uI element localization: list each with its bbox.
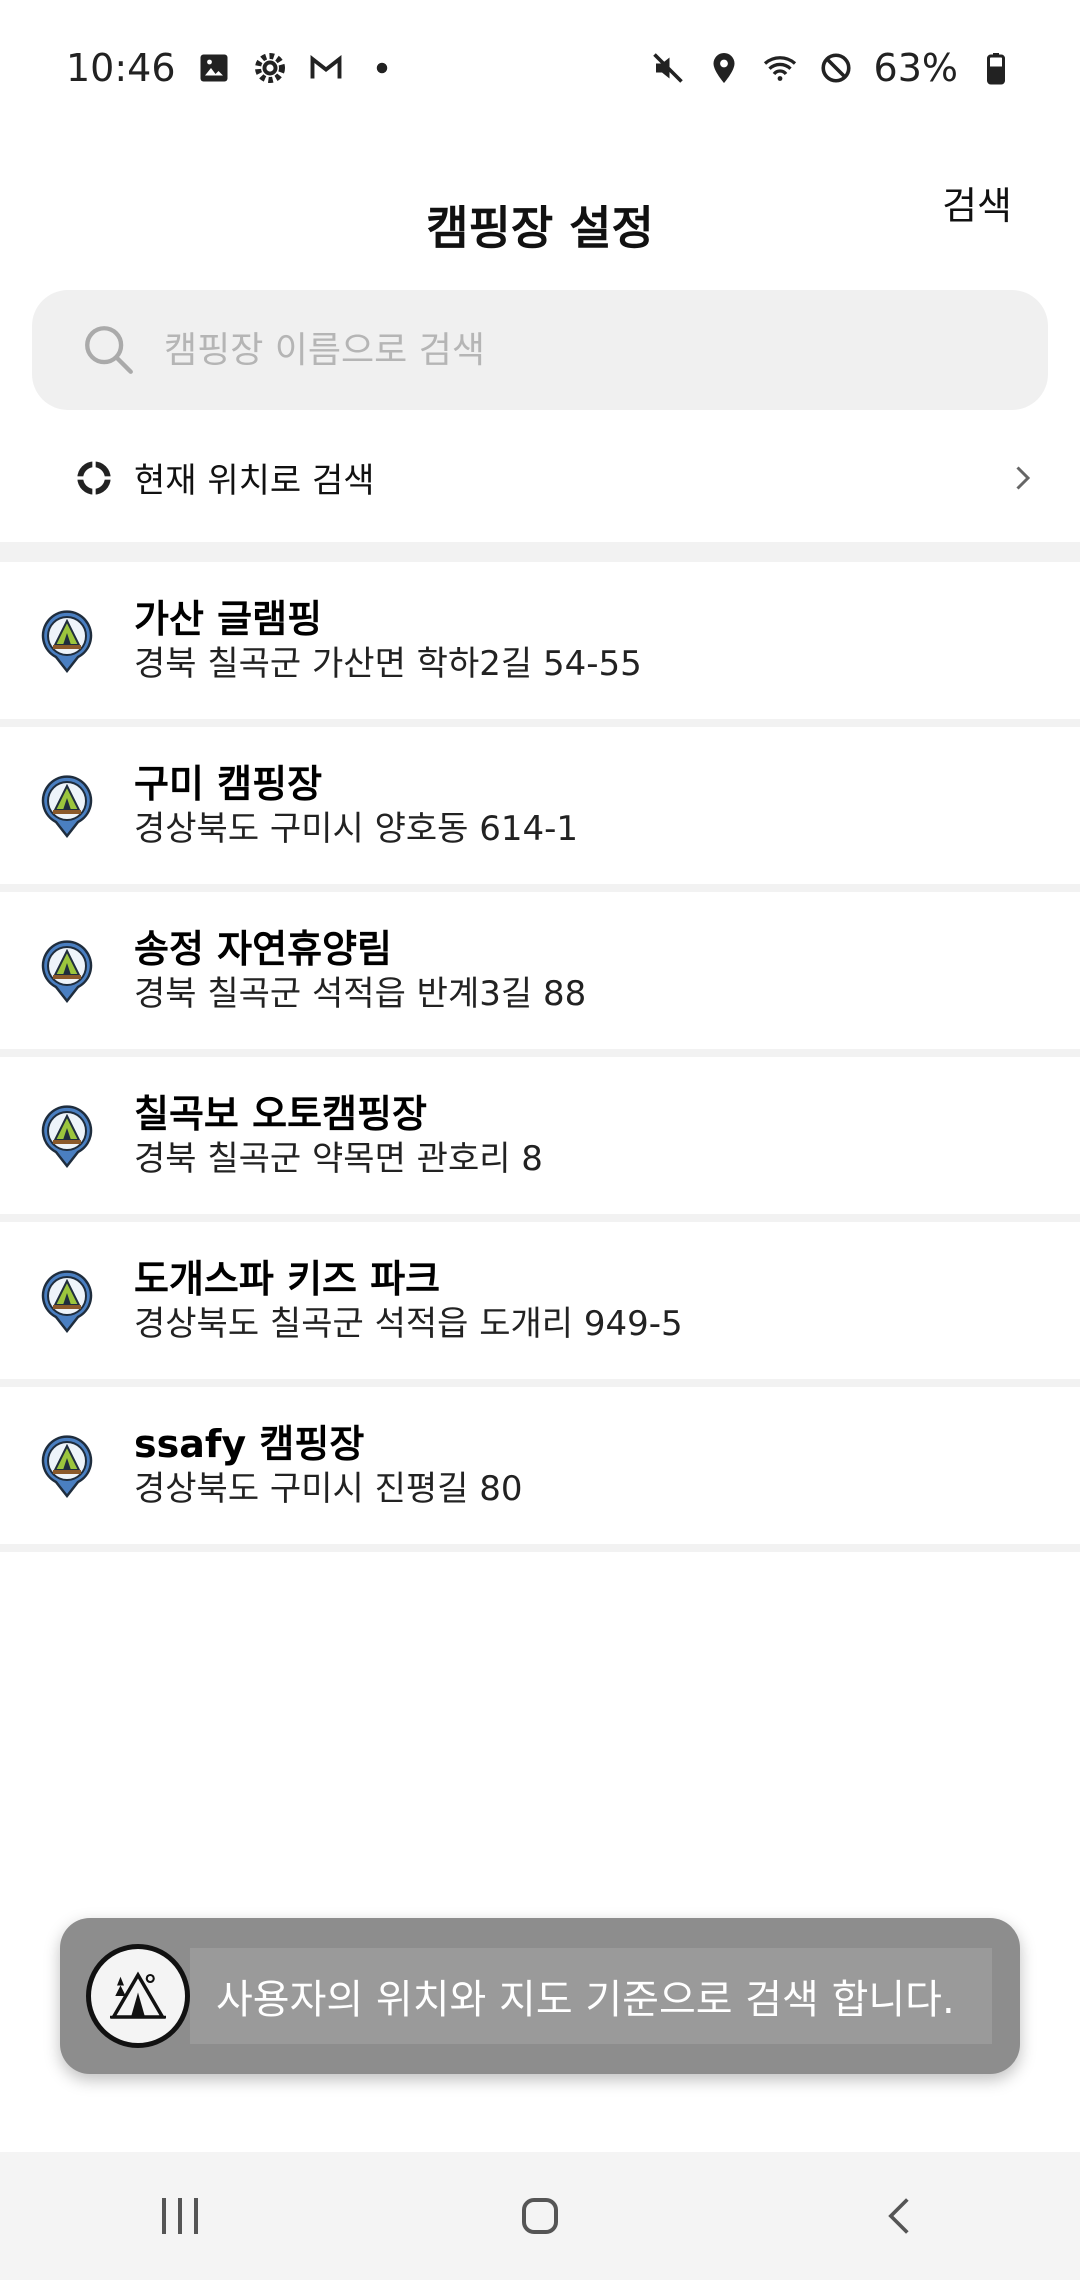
campsite-address: 경상북도 칠곡군 석적읍 도개리 949-5: [134, 1303, 683, 1344]
status-left: 10:46: [66, 46, 400, 90]
back-icon: [888, 2198, 909, 2234]
campsite-address: 경북 칠곡군 석적읍 반계3길 88: [134, 973, 587, 1014]
campsite-name: 가산 글램핑: [134, 596, 323, 641]
recent-apps-button[interactable]: [120, 2176, 240, 2256]
block-icon: [820, 52, 851, 83]
search-icon: [85, 326, 133, 374]
campsite-list: 가산 글램핑 경북 칠곡군 가산면 학하2길 54-55 구미 캠핑장 경상북도…: [0, 562, 1080, 1552]
gear-icon: [254, 52, 285, 83]
campsite-name: 도개스파 키즈 파크: [134, 1256, 441, 1301]
search-bar[interactable]: [32, 290, 1048, 410]
page-title: 캠핑장 설정: [426, 201, 654, 255]
campsite-pin-icon: [41, 1434, 93, 1498]
status-right: 63%: [650, 46, 1014, 90]
mute-icon: [652, 52, 683, 83]
campsite-pin-icon: [41, 774, 93, 838]
campsite-name: 구미 캠핑장: [134, 761, 323, 806]
location-icon: [713, 52, 735, 83]
campsite-item[interactable]: 칠곡보 오토캠핑장 경북 칠곡군 약목면 관호리 8: [0, 1057, 1080, 1222]
campsite-name: 송정 자연휴양림: [134, 926, 392, 971]
wifi-icon: [763, 55, 796, 81]
status-bar: 10:46 63%: [0, 0, 1080, 135]
back-button[interactable]: [840, 2176, 960, 2256]
campsite-pin-icon: [41, 1269, 93, 1333]
campsite-item[interactable]: ssafy 캠핑장 경상북도 구미시 진평길 80: [0, 1387, 1080, 1552]
campsite-address: 경상북도 구미시 양호동 614-1: [134, 808, 579, 849]
toast-message: 사용자의 위치와 지도 기준으로 검색 합니다.: [60, 1918, 1020, 2074]
chevron-right-icon: [1016, 465, 1031, 490]
home-button[interactable]: [480, 2176, 600, 2256]
system-nav-bar: [0, 2152, 1080, 2280]
campsite-item[interactable]: 구미 캠핑장 경상북도 구미시 양호동 614-1: [0, 727, 1080, 892]
app-logo-icon: [86, 1944, 190, 2048]
search-input[interactable]: [162, 328, 966, 372]
image-icon: [200, 54, 228, 81]
recent-apps-icon: [162, 2198, 198, 2234]
gmail-icon: [310, 54, 341, 78]
current-location-label: 현재 위치로 검색: [134, 461, 375, 501]
current-location-search[interactable]: 현재 위치로 검색: [0, 430, 1080, 525]
status-time: 10:46: [66, 45, 176, 90]
campsite-item[interactable]: 가산 글램핑 경북 칠곡군 가산면 학하2길 54-55: [0, 562, 1080, 727]
campsite-item[interactable]: 도개스파 키즈 파크 경상북도 칠곡군 석적읍 도개리 949-5: [0, 1222, 1080, 1387]
app-header: 캠핑장 설정 검색: [0, 170, 1080, 280]
campsite-address: 경상북도 구미시 진평길 80: [134, 1468, 523, 1509]
search-action-button[interactable]: 검색: [942, 184, 1012, 228]
campsite-pin-icon: [41, 609, 93, 673]
campsite-name: 칠곡보 오토캠핑장: [134, 1091, 427, 1136]
campsite-pin-icon: [41, 1104, 93, 1168]
toast-text-wrap: 사용자의 위치와 지도 기준으로 검색 합니다.: [190, 1948, 992, 2044]
crosshair-icon: [75, 459, 113, 496]
campsite-address: 경북 칠곡군 가산면 학하2길 54-55: [134, 643, 642, 684]
campsite-address: 경북 칠곡군 약목면 관호리 8: [134, 1138, 543, 1179]
campsite-name: ssafy 캠핑장: [134, 1421, 365, 1466]
dot-icon: [376, 62, 387, 73]
section-divider: [0, 542, 1080, 562]
campsite-item[interactable]: 송정 자연휴양림 경북 칠곡군 석적읍 반계3길 88: [0, 892, 1080, 1057]
home-icon: [522, 2198, 558, 2234]
battery-icon: [987, 52, 1005, 84]
campsite-pin-icon: [41, 939, 93, 1003]
toast-text: 사용자의 위치와 지도 기준으로 검색 합니다.: [216, 1977, 955, 2023]
battery-percent: 63%: [873, 45, 958, 90]
